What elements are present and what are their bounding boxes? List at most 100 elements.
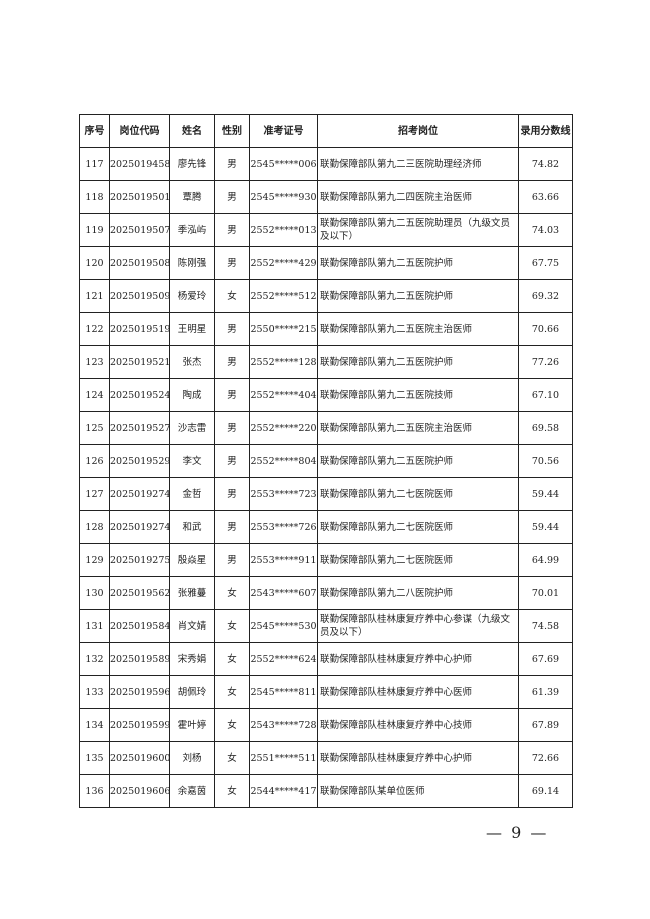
cell-score: 67.89 (518, 708, 573, 742)
cell-gender: 男 (214, 378, 250, 412)
cell-index: 131 (79, 609, 110, 643)
cell-exam-id: 2552*****404 (249, 378, 318, 412)
cell-name: 和武 (169, 510, 215, 544)
cell-index: 136 (79, 774, 110, 808)
header-position-code: 岗位代码 (109, 114, 170, 148)
cell-position-code: 2025019509 (109, 279, 170, 313)
cell-position: 联勤保障部队第九二四医院主治医师 (317, 180, 519, 214)
cell-exam-id: 2552*****512 (249, 279, 318, 313)
header-gender: 性别 (214, 114, 250, 148)
cell-position: 联勤保障部队某单位医师 (317, 774, 519, 808)
cell-index: 133 (79, 675, 110, 709)
cell-gender: 女 (214, 675, 250, 709)
cell-position: 联勤保障部队第九二七医院医师 (317, 477, 519, 511)
table-row: 122 2025019519 王明星男 2550*****215 联勤保障部队第九二五医… (79, 312, 573, 346)
cell-position: 联勤保障部队第九二八医院护师 (317, 576, 519, 610)
cell-name: 廖先锋 (169, 147, 215, 181)
cell-gender: 男 (214, 246, 250, 280)
cell-name: 覃腾 (169, 180, 215, 214)
cell-score: 77.26 (518, 345, 573, 379)
cell-position-code: 2025019458 (109, 147, 170, 181)
cell-position: 联勤保障部队桂林康复疗养中心技师 (317, 708, 519, 742)
cell-gender: 男 (214, 510, 250, 544)
cell-name: 宋秀娟 (169, 642, 215, 676)
cell-exam-id: 2545*****530 (249, 609, 318, 643)
cell-position: 联勤保障部队第九二五医院技师 (317, 378, 519, 412)
cell-name: 王明星 (169, 312, 215, 346)
cell-position: 联勤保障部队第九二五医院助理员（九级文员及以下） (317, 213, 519, 247)
cell-score: 63.66 (518, 180, 573, 214)
cell-index: 121 (79, 279, 110, 313)
cell-index: 125 (79, 411, 110, 445)
table-row: 125 2025019527 沙志雷男 2552*****220 联勤保障部队第九二五医… (79, 411, 573, 445)
cell-exam-id: 2552*****128 (249, 345, 318, 379)
cell-exam-id: 2553*****723 (249, 477, 318, 511)
cell-name: 陈刚强 (169, 246, 215, 280)
cell-exam-id: 2552*****220 (249, 411, 318, 445)
cell-position-code: 2025019521 (109, 345, 170, 379)
cell-exam-id: 2552*****429 (249, 246, 318, 280)
cell-score: 69.32 (518, 279, 573, 313)
cell-position-code: 2025019584 (109, 609, 170, 643)
cell-name: 季泓屿 (169, 213, 215, 247)
cell-position-code: 2025019529 (109, 444, 170, 478)
cell-index: 127 (79, 477, 110, 511)
cell-index: 120 (79, 246, 110, 280)
table-row: 134 2025019599 霍叶婷女 2543*****728 联勤保障部队桂林康复疗… (79, 708, 573, 742)
table-row: 129 2025019275 殷焱星男 2553*****911 联勤保障部队第九二七医… (79, 543, 573, 577)
cell-position-code: 2025019524 (109, 378, 170, 412)
cell-position: 联勤保障部队第九二七医院医师 (317, 543, 519, 577)
table-row: 131 2025019584 肖文婧女 2545*****530 联勤保障部队桂林康复疗… (79, 609, 573, 643)
cell-exam-id: 2553*****911 (249, 543, 318, 577)
cell-index: 119 (79, 213, 110, 247)
cell-name: 肖文婧 (169, 609, 215, 643)
cell-score: 70.01 (518, 576, 573, 610)
cell-position: 联勤保障部队第九二五医院护师 (317, 345, 519, 379)
header-name: 姓名 (169, 114, 215, 148)
cell-index: 132 (79, 642, 110, 676)
cell-name: 刘杨 (169, 741, 215, 775)
cell-gender: 男 (214, 312, 250, 346)
cell-exam-id: 2545*****006 (249, 147, 318, 181)
cell-gender: 女 (214, 642, 250, 676)
cell-position-code: 2025019275 (109, 543, 170, 577)
cell-name: 金哲 (169, 477, 215, 511)
cell-exam-id: 2553*****726 (249, 510, 318, 544)
cell-position-code: 2025019501 (109, 180, 170, 214)
cell-score: 70.66 (518, 312, 573, 346)
cell-score: 70.56 (518, 444, 573, 478)
table-row: 123 2025019521 张杰男 2552*****128 联勤保障部队第九二五医院… (79, 345, 573, 379)
header-score: 录用分数线 (518, 114, 573, 148)
cell-position-code: 2025019596 (109, 675, 170, 709)
cell-index: 124 (79, 378, 110, 412)
cell-gender: 女 (214, 609, 250, 643)
cell-name: 胡佩玲 (169, 675, 215, 709)
cell-exam-id: 2551*****511 (249, 741, 318, 775)
cell-gender: 男 (214, 213, 250, 247)
cell-position-code: 2025019589 (109, 642, 170, 676)
cell-name: 沙志雷 (169, 411, 215, 445)
page-number: — 9 — (486, 823, 549, 842)
header-position: 招考岗位 (317, 114, 519, 148)
cell-gender: 男 (214, 543, 250, 577)
table-row: 132 2025019589 宋秀娟女 2552*****624 联勤保障部队桂林康复疗… (79, 642, 573, 676)
cell-position: 联勤保障部队第九二五医院主治医师 (317, 411, 519, 445)
header-exam-id: 准考证号 (249, 114, 318, 148)
cell-score: 67.75 (518, 246, 573, 280)
cell-index: 123 (79, 345, 110, 379)
cell-score: 59.44 (518, 477, 573, 511)
cell-position-code: 2025019606 (109, 774, 170, 808)
cell-position-code: 2025019519 (109, 312, 170, 346)
table-row: 120 2025019508 陈刚强男 2552*****429 联勤保障部队第九二五医… (79, 246, 573, 280)
cell-position: 联勤保障部队第九二五医院护师 (317, 246, 519, 280)
cell-index: 118 (79, 180, 110, 214)
cell-gender: 男 (214, 477, 250, 511)
cell-position: 联勤保障部队第九二五医院护师 (317, 279, 519, 313)
cell-score: 74.58 (518, 609, 573, 643)
cell-gender: 女 (214, 774, 250, 808)
cell-gender: 女 (214, 279, 250, 313)
cell-exam-id: 2552*****804 (249, 444, 318, 478)
cell-gender: 男 (214, 345, 250, 379)
cell-gender: 男 (214, 180, 250, 214)
cell-name: 张雅蔓 (169, 576, 215, 610)
